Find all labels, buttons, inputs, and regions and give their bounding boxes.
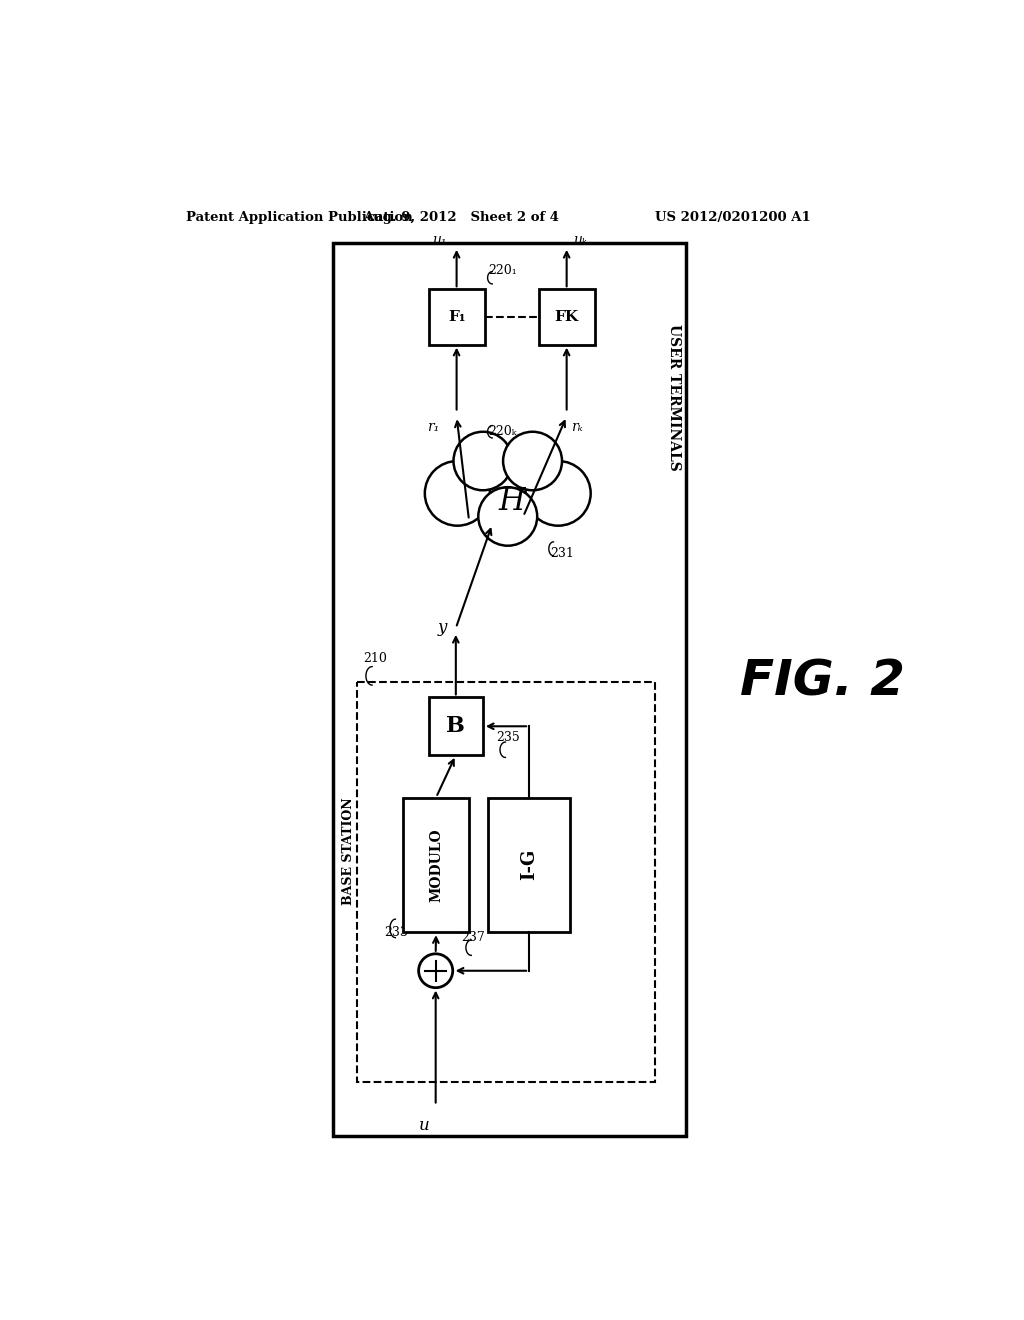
Circle shape — [419, 954, 453, 987]
Text: u₁: u₁ — [432, 232, 446, 247]
Circle shape — [454, 432, 512, 490]
Text: r₁: r₁ — [427, 420, 439, 434]
Text: 220ₖ: 220ₖ — [488, 425, 517, 438]
Text: y: y — [437, 619, 446, 636]
Text: B: B — [446, 715, 465, 738]
Text: 233: 233 — [384, 925, 408, 939]
Bar — [488, 797, 569, 932]
Text: 237: 237 — [461, 931, 485, 944]
Text: u: u — [419, 1117, 429, 1134]
Bar — [429, 697, 483, 755]
Text: Patent Application Publication: Patent Application Publication — [186, 211, 413, 224]
Text: 220₁: 220₁ — [488, 264, 517, 277]
Text: MODULO: MODULO — [429, 828, 443, 902]
Text: BASE STATION: BASE STATION — [342, 797, 355, 906]
Text: I-G: I-G — [520, 849, 538, 880]
Circle shape — [503, 432, 562, 490]
Circle shape — [478, 487, 538, 545]
Text: US 2012/0201200 A1: US 2012/0201200 A1 — [655, 211, 811, 224]
Text: F₁: F₁ — [447, 310, 465, 323]
Text: 235: 235 — [496, 730, 520, 743]
Circle shape — [467, 449, 548, 529]
Text: 231: 231 — [550, 548, 574, 560]
Bar — [429, 289, 484, 345]
Circle shape — [525, 461, 591, 525]
Text: 210: 210 — [362, 652, 387, 665]
Circle shape — [425, 461, 489, 525]
Text: FIG. 2: FIG. 2 — [740, 657, 905, 706]
Text: H: H — [499, 486, 525, 516]
Text: USER TERMINALS: USER TERMINALS — [668, 323, 681, 470]
Bar — [403, 797, 469, 932]
Text: uₖ: uₖ — [572, 232, 587, 247]
Text: rₖ: rₖ — [570, 420, 583, 434]
Bar — [539, 289, 595, 345]
Text: Aug. 9, 2012   Sheet 2 of 4: Aug. 9, 2012 Sheet 2 of 4 — [364, 211, 559, 224]
Text: FK: FK — [555, 310, 579, 323]
Bar — [356, 682, 655, 1082]
Bar — [334, 243, 686, 1137]
